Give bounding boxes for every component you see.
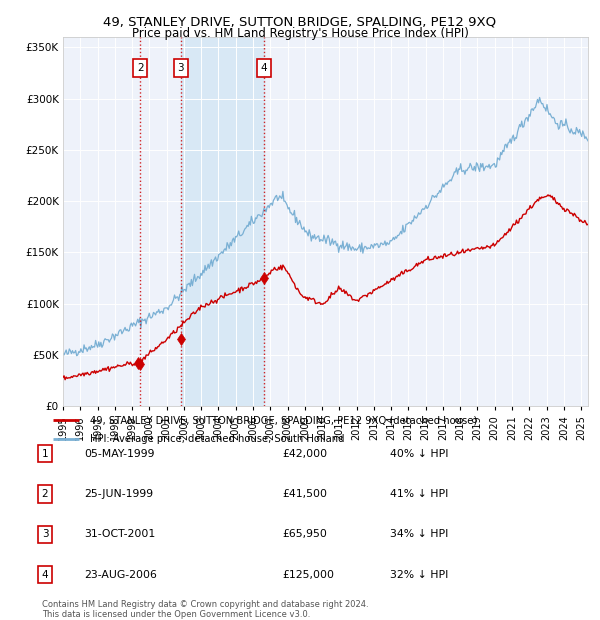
Text: 1: 1 bbox=[41, 449, 49, 459]
Text: Price paid vs. HM Land Registry's House Price Index (HPI): Price paid vs. HM Land Registry's House … bbox=[131, 27, 469, 40]
Text: £125,000: £125,000 bbox=[282, 570, 334, 580]
Text: 3: 3 bbox=[41, 529, 49, 539]
Text: HPI: Average price, detached house, South Holland: HPI: Average price, detached house, Sout… bbox=[89, 435, 344, 445]
Text: £65,950: £65,950 bbox=[282, 529, 327, 539]
Text: 49, STANLEY DRIVE, SUTTON BRIDGE, SPALDING, PE12 9XQ (detached house): 49, STANLEY DRIVE, SUTTON BRIDGE, SPALDI… bbox=[89, 415, 477, 425]
Text: 34% ↓ HPI: 34% ↓ HPI bbox=[390, 529, 448, 539]
Text: 40% ↓ HPI: 40% ↓ HPI bbox=[390, 449, 449, 459]
Text: £42,000: £42,000 bbox=[282, 449, 327, 459]
Text: £41,500: £41,500 bbox=[282, 489, 327, 499]
Text: 31-OCT-2001: 31-OCT-2001 bbox=[84, 529, 155, 539]
Text: 4: 4 bbox=[41, 570, 49, 580]
Text: 32% ↓ HPI: 32% ↓ HPI bbox=[390, 570, 448, 580]
Text: Contains HM Land Registry data © Crown copyright and database right 2024.: Contains HM Land Registry data © Crown c… bbox=[42, 600, 368, 609]
Text: 05-MAY-1999: 05-MAY-1999 bbox=[84, 449, 155, 459]
Text: 3: 3 bbox=[178, 63, 184, 73]
Text: 25-JUN-1999: 25-JUN-1999 bbox=[84, 489, 153, 499]
Text: This data is licensed under the Open Government Licence v3.0.: This data is licensed under the Open Gov… bbox=[42, 610, 310, 619]
Text: 23-AUG-2006: 23-AUG-2006 bbox=[84, 570, 157, 580]
Text: 2: 2 bbox=[41, 489, 49, 499]
Bar bbox=[181, 37, 264, 406]
Text: 41% ↓ HPI: 41% ↓ HPI bbox=[390, 489, 448, 499]
Text: 49, STANLEY DRIVE, SUTTON BRIDGE, SPALDING, PE12 9XQ: 49, STANLEY DRIVE, SUTTON BRIDGE, SPALDI… bbox=[103, 16, 497, 29]
Text: 2: 2 bbox=[137, 63, 143, 73]
Text: 4: 4 bbox=[261, 63, 268, 73]
